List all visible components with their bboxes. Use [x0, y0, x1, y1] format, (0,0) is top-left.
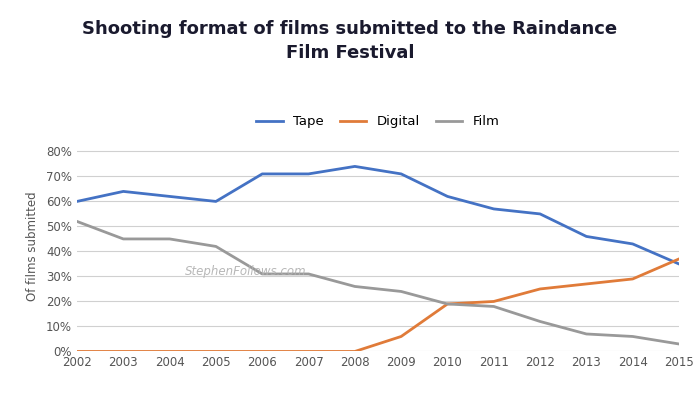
Tape — [536, 212, 545, 217]
Film — [582, 332, 591, 337]
Tape — [119, 189, 127, 194]
Digital — [397, 334, 405, 339]
Digital — [73, 349, 81, 354]
Film — [629, 334, 637, 339]
Film — [397, 289, 405, 294]
Digital — [304, 349, 313, 354]
Digital — [258, 349, 267, 354]
Film — [73, 219, 81, 224]
Tape — [304, 171, 313, 176]
Film — [119, 236, 127, 241]
Tape — [258, 171, 267, 176]
Tape — [629, 242, 637, 246]
Text: Shooting format of films submitted to the Raindance
Film Festival: Shooting format of films submitted to th… — [83, 20, 617, 62]
Film — [536, 319, 545, 324]
Digital — [351, 349, 359, 354]
Tape — [582, 234, 591, 239]
Tape — [675, 261, 683, 266]
Digital — [675, 257, 683, 261]
Tape — [443, 194, 452, 199]
Film — [165, 236, 174, 241]
Line: Tape: Tape — [77, 166, 679, 264]
Line: Digital: Digital — [77, 259, 679, 351]
Digital — [119, 349, 127, 354]
Tape — [489, 206, 498, 211]
Digital — [165, 349, 174, 354]
Line: Film: Film — [77, 221, 679, 344]
Y-axis label: Of films submitted: Of films submitted — [26, 191, 39, 301]
Film — [258, 271, 267, 276]
Digital — [536, 286, 545, 291]
Digital — [489, 299, 498, 304]
Tape — [165, 194, 174, 199]
Legend: Tape, Digital, Film: Tape, Digital, Film — [251, 110, 505, 134]
Text: StephenFollows.com: StephenFollows.com — [186, 265, 307, 278]
Tape — [397, 171, 405, 176]
Film — [211, 244, 220, 249]
Digital — [629, 276, 637, 281]
Digital — [211, 349, 220, 354]
Film — [489, 304, 498, 309]
Tape — [211, 199, 220, 204]
Film — [351, 284, 359, 289]
Film — [675, 341, 683, 346]
Digital — [582, 282, 591, 286]
Film — [443, 301, 452, 306]
Digital — [443, 301, 452, 306]
Tape — [351, 164, 359, 169]
Film — [304, 271, 313, 276]
Tape — [73, 199, 81, 204]
